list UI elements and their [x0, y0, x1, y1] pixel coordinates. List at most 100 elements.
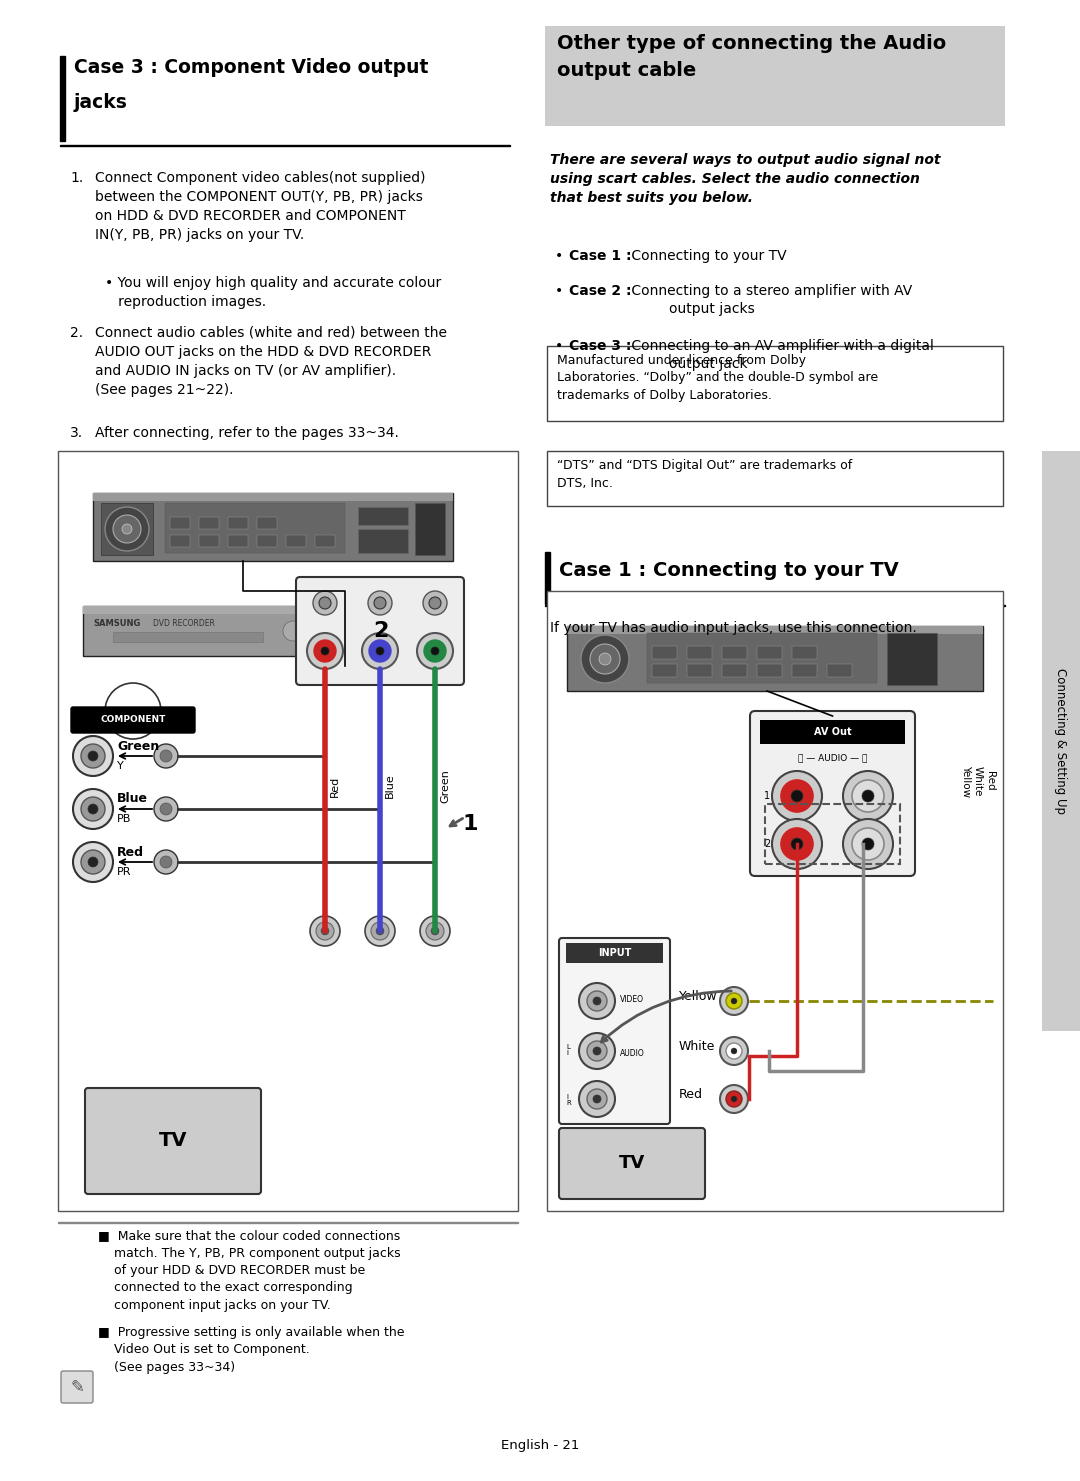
Circle shape	[426, 923, 444, 940]
Circle shape	[374, 597, 386, 609]
Text: output jacks: output jacks	[634, 302, 755, 315]
Circle shape	[720, 1037, 748, 1065]
Circle shape	[781, 780, 813, 812]
Text: 3.: 3.	[70, 427, 83, 440]
Text: Green: Green	[117, 739, 159, 752]
Circle shape	[369, 640, 391, 662]
Text: Red: Red	[330, 776, 340, 797]
Text: Connecting to an AV amplifier with a digital: Connecting to an AV amplifier with a dig…	[626, 339, 933, 352]
Circle shape	[423, 591, 447, 615]
Circle shape	[791, 789, 804, 803]
Text: AUDIO: AUDIO	[620, 1049, 645, 1057]
Circle shape	[87, 804, 98, 815]
Text: jacks: jacks	[75, 93, 127, 113]
Bar	[165, 504, 345, 552]
Bar	[357, 529, 408, 552]
Text: Connecting to your TV: Connecting to your TV	[626, 249, 786, 264]
Circle shape	[319, 597, 330, 609]
Circle shape	[720, 1086, 748, 1114]
Text: Connecting to a stereo amplifier with AV: Connecting to a stereo amplifier with AV	[626, 284, 912, 298]
Circle shape	[579, 1034, 615, 1069]
Circle shape	[314, 640, 336, 662]
Circle shape	[87, 857, 98, 866]
Bar	[199, 535, 219, 546]
Bar	[83, 606, 363, 615]
FancyBboxPatch shape	[296, 578, 464, 686]
Bar	[827, 663, 852, 677]
Bar	[757, 663, 782, 677]
Bar	[567, 626, 983, 692]
Text: 2: 2	[764, 840, 770, 849]
Text: R: R	[566, 1100, 570, 1106]
Bar	[567, 626, 983, 634]
Bar	[546, 347, 1003, 421]
Text: Connect audio cables (white and red) between the
AUDIO OUT jacks on the HDD & DV: Connect audio cables (white and red) bet…	[95, 326, 447, 397]
Bar	[58, 452, 518, 1211]
FancyBboxPatch shape	[559, 1129, 705, 1200]
Text: PR: PR	[117, 866, 132, 877]
Text: •: •	[555, 284, 568, 298]
Circle shape	[105, 507, 149, 551]
Circle shape	[376, 927, 384, 935]
Circle shape	[579, 983, 615, 1019]
Bar	[647, 632, 877, 683]
Text: Red: Red	[117, 846, 144, 859]
Circle shape	[73, 789, 113, 829]
Circle shape	[325, 624, 341, 638]
Bar	[257, 517, 276, 529]
Circle shape	[87, 751, 98, 761]
Bar	[687, 663, 712, 677]
Circle shape	[283, 621, 303, 641]
Circle shape	[81, 743, 105, 769]
Circle shape	[376, 647, 384, 655]
Circle shape	[588, 1089, 607, 1109]
Circle shape	[852, 828, 885, 860]
Bar	[93, 493, 453, 561]
Bar	[723, 663, 747, 677]
Circle shape	[843, 772, 893, 820]
Text: TV: TV	[159, 1131, 187, 1151]
Circle shape	[731, 1049, 737, 1054]
Bar	[415, 504, 445, 555]
Circle shape	[726, 1043, 742, 1059]
Bar	[83, 606, 363, 656]
Circle shape	[81, 850, 105, 874]
Circle shape	[154, 797, 178, 820]
Circle shape	[310, 917, 340, 946]
Circle shape	[73, 843, 113, 883]
Text: 1: 1	[764, 791, 770, 801]
Text: White: White	[973, 766, 983, 797]
Circle shape	[154, 743, 178, 769]
Circle shape	[81, 797, 105, 820]
Text: SAMSUNG: SAMSUNG	[93, 619, 140, 628]
Text: COMPONENT: COMPONENT	[100, 715, 165, 724]
Text: ✎: ✎	[70, 1377, 84, 1397]
Circle shape	[731, 998, 737, 1004]
Bar	[760, 720, 905, 743]
Text: Other type of connecting the Audio
output cable: Other type of connecting the Audio outpu…	[557, 34, 946, 80]
Text: PB: PB	[117, 815, 132, 823]
Circle shape	[599, 653, 611, 665]
Text: VIDEO: VIDEO	[620, 995, 644, 1004]
Circle shape	[362, 632, 399, 669]
Circle shape	[154, 850, 178, 874]
Circle shape	[588, 1041, 607, 1060]
FancyBboxPatch shape	[85, 1089, 261, 1194]
FancyBboxPatch shape	[60, 1371, 93, 1403]
Bar	[93, 493, 453, 501]
Text: Red: Red	[985, 772, 995, 791]
Circle shape	[726, 1091, 742, 1106]
Text: Red: Red	[679, 1087, 703, 1100]
Text: •: •	[555, 339, 568, 352]
Text: Y: Y	[117, 761, 124, 772]
Bar	[286, 535, 306, 546]
Circle shape	[781, 828, 813, 860]
Circle shape	[579, 1081, 615, 1117]
Circle shape	[321, 647, 329, 655]
Circle shape	[431, 927, 438, 935]
FancyBboxPatch shape	[559, 937, 670, 1124]
Text: Case 2 :: Case 2 :	[569, 284, 632, 298]
Bar	[545, 27, 1005, 126]
Bar	[566, 943, 663, 963]
Circle shape	[731, 1096, 737, 1102]
